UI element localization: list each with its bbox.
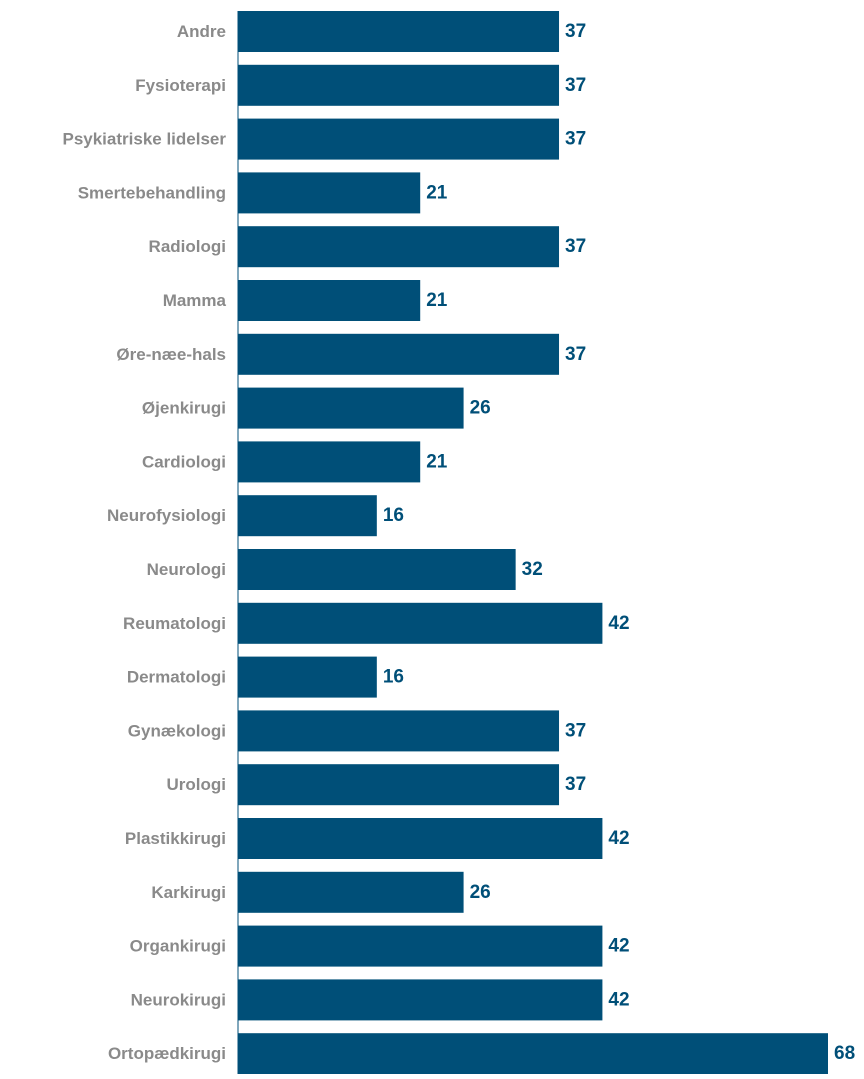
category-label: Dermatologi xyxy=(127,668,226,687)
category-label: Karkirugi xyxy=(151,883,226,902)
value-label: 37 xyxy=(565,21,586,42)
value-label: 42 xyxy=(608,936,629,957)
bar xyxy=(238,1033,828,1075)
bar xyxy=(238,764,560,806)
bar xyxy=(238,118,560,160)
value-label: 21 xyxy=(426,290,448,311)
bar xyxy=(238,871,464,913)
value-label: 26 xyxy=(470,398,491,419)
value-label: 32 xyxy=(522,559,543,580)
bar xyxy=(238,280,421,321)
value-label: 26 xyxy=(470,882,491,903)
category-label: Neurokirugi xyxy=(131,990,226,1009)
category-label: Fysioterapi xyxy=(135,76,226,95)
category-label: Reumatologi xyxy=(123,614,226,633)
bar xyxy=(238,602,603,644)
bar xyxy=(238,495,377,537)
value-label: 37 xyxy=(565,774,586,795)
category-label: Psykiatriske lidelser xyxy=(62,130,226,149)
category-label: Neurofysiologi xyxy=(107,506,226,525)
category-label: Gynækologi xyxy=(128,721,226,740)
bar xyxy=(238,333,560,375)
bar xyxy=(238,710,560,752)
value-label: 42 xyxy=(608,828,629,849)
category-label: Øre-næe-hals xyxy=(116,345,226,364)
category-label: Smertebehandling xyxy=(78,183,226,202)
value-label: 16 xyxy=(383,505,404,526)
value-label: 37 xyxy=(565,129,586,150)
bar xyxy=(238,387,464,429)
category-label: Organkirugi xyxy=(130,937,226,956)
category-label: Urologi xyxy=(167,775,227,794)
bar xyxy=(238,172,421,214)
value-label: 42 xyxy=(608,613,629,634)
value-label: 37 xyxy=(565,720,586,741)
category-label: Neurologi xyxy=(147,560,226,579)
category-label: Radiologi xyxy=(149,237,226,256)
value-label: 37 xyxy=(565,344,586,365)
value-label: 42 xyxy=(608,989,629,1010)
category-label: Andre xyxy=(177,22,226,41)
category-labels-layer: Andre Fysioterapi Psykiatriske lidelser Sme… xyxy=(62,22,226,1063)
bar xyxy=(238,925,603,967)
category-label: Cardiologi xyxy=(142,452,226,471)
bar xyxy=(238,226,560,268)
category-label: Plastikkirugi xyxy=(125,829,226,848)
bar xyxy=(238,64,560,106)
bar xyxy=(238,656,377,698)
bars-layer xyxy=(238,11,828,1075)
bar xyxy=(238,441,421,483)
value-label: 37 xyxy=(565,236,586,257)
bar xyxy=(238,979,603,1021)
value-label: 16 xyxy=(383,667,404,688)
value-label: 68 xyxy=(834,1043,855,1064)
category-label: Mamma xyxy=(163,291,227,310)
category-label: Ortopædkirugi xyxy=(108,1044,226,1063)
bar xyxy=(238,549,516,590)
category-label: Øjenkirugi xyxy=(142,399,226,418)
value-label: 21 xyxy=(426,451,448,472)
value-labels-layer: 37 37 37 21 37 21 37 26 21 16 32 42 16 37 37 42 26 42 42 68 xyxy=(383,21,855,1064)
bar xyxy=(238,818,603,859)
value-label: 21 xyxy=(426,182,448,203)
value-label: 37 xyxy=(565,75,586,96)
bar xyxy=(238,11,560,52)
